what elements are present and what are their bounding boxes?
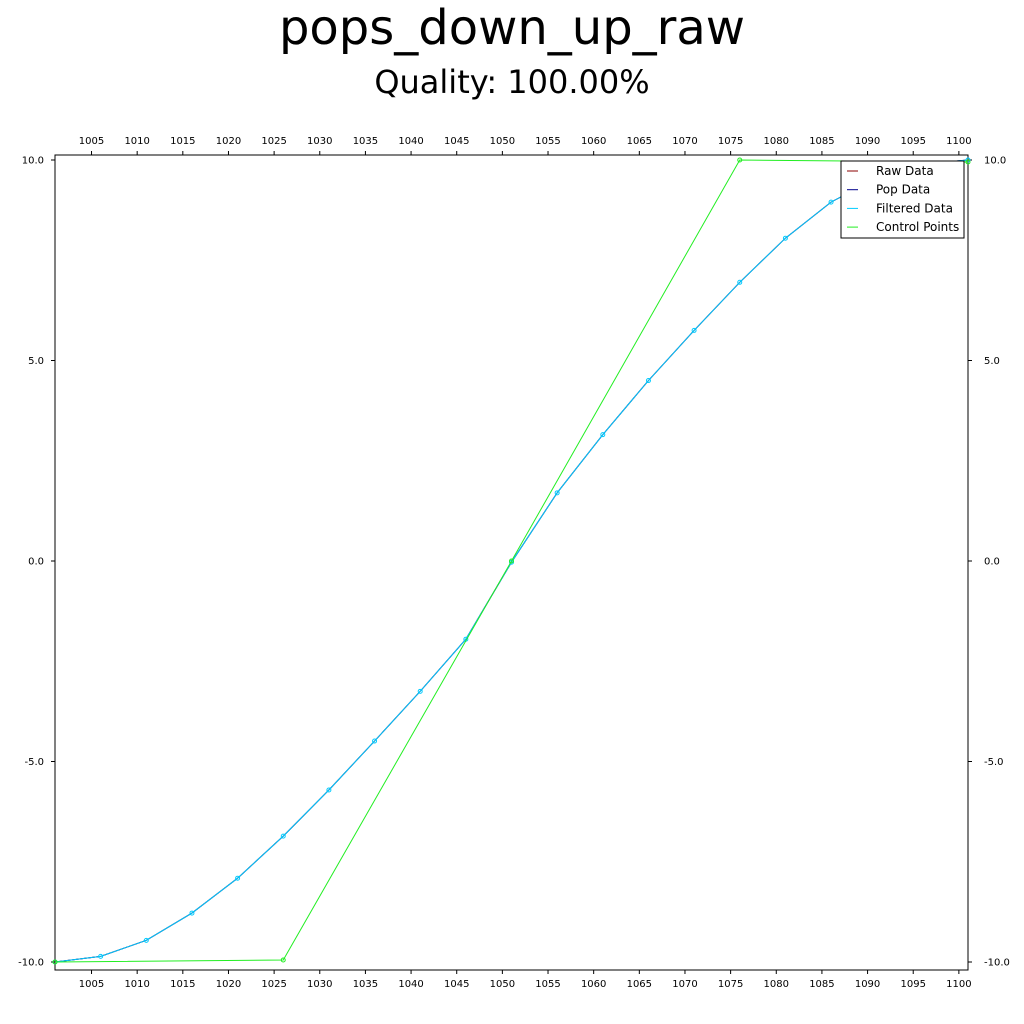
x-tick-label-top: 1070 <box>672 136 697 147</box>
plot-frame <box>54 154 969 971</box>
data-point-filtered-data <box>98 953 104 959</box>
data-point-control-points <box>965 159 971 165</box>
x-tick-label-top: 1080 <box>764 136 789 147</box>
x-tick-label-bottom: 1085 <box>809 979 834 990</box>
x-tick-label-top: 1100 <box>946 136 971 147</box>
x-tick-label-bottom: 1010 <box>124 979 149 990</box>
data-point-filtered-data <box>737 279 743 285</box>
x-tick-label-top: 1055 <box>535 136 560 147</box>
data-point-filtered-data <box>143 937 149 943</box>
legend-label: Filtered Data <box>876 201 953 215</box>
data-point-filtered-data <box>554 490 560 496</box>
x-tick-label-bottom: 1100 <box>946 979 971 990</box>
y-tick-label-right: -10.0 <box>984 958 1010 969</box>
data-point-filtered-data <box>691 327 697 333</box>
x-tick-label-bottom: 1005 <box>79 979 104 990</box>
x-tick-label-top: 1065 <box>627 136 652 147</box>
data-point-control-points <box>737 157 743 163</box>
legend-label: Pop Data <box>876 183 930 197</box>
x-tick-label-bottom: 1060 <box>581 979 606 990</box>
x-tick-label-top: 1040 <box>398 136 423 147</box>
x-tick-label-bottom: 1045 <box>444 979 469 990</box>
legend-box <box>840 160 965 239</box>
data-point-control-points <box>280 957 286 963</box>
x-tick-label-bottom: 1050 <box>490 979 515 990</box>
chart-subtitle: Quality: 100.00% <box>374 63 650 101</box>
data-point-filtered-data <box>600 432 606 438</box>
x-tick-label-bottom: 1080 <box>764 979 789 990</box>
data-point-control-points <box>52 959 58 965</box>
y-tick-label-left: -5.0 <box>24 757 44 768</box>
data-point-filtered-data <box>645 378 651 384</box>
x-tick-label-top: 1090 <box>855 136 880 147</box>
data-point-filtered-data <box>372 738 378 744</box>
x-tick-label-top: 1010 <box>124 136 149 147</box>
x-tick-label-top: 1015 <box>170 136 195 147</box>
x-tick-label-bottom: 1025 <box>261 979 286 990</box>
x-tick-label-top: 1095 <box>900 136 925 147</box>
chart-title: pops_down_up_raw <box>278 0 746 56</box>
legend-label: Raw Data <box>876 164 934 178</box>
x-tick-label-bottom: 1035 <box>353 979 378 990</box>
y-tick-label-left: 10.0 <box>22 156 44 167</box>
x-tick-label-top: 1075 <box>718 136 743 147</box>
x-tick-label-bottom: 1070 <box>672 979 697 990</box>
y-tick-label-right: 5.0 <box>984 356 1000 367</box>
data-point-filtered-data <box>828 199 834 205</box>
data-point-filtered-data <box>326 787 332 793</box>
data-point-filtered-data <box>280 833 286 839</box>
data-point-filtered-data <box>189 910 195 916</box>
x-tick-label-bottom: 1015 <box>170 979 195 990</box>
x-tick-label-top: 1035 <box>353 136 378 147</box>
x-tick-label-top: 1025 <box>261 136 286 147</box>
series-control-points <box>52 157 971 965</box>
series-line-control-points <box>54 159 969 963</box>
y-tick-label-left: 5.0 <box>28 356 44 367</box>
series-line-filtered-data <box>54 159 969 963</box>
x-tick-label-top: 1030 <box>307 136 332 147</box>
x-tick-label-bottom: 1075 <box>718 979 743 990</box>
series-layer <box>52 157 971 965</box>
x-tick-label-bottom: 1055 <box>535 979 560 990</box>
x-tick-label-top: 1020 <box>216 136 241 147</box>
x-tick-label-bottom: 1040 <box>398 979 423 990</box>
x-tick-label-bottom: 1020 <box>216 979 241 990</box>
legend: Raw Data Pop Data Filtered Data Control Poi… <box>840 160 965 239</box>
x-tick-label-bottom: 1095 <box>900 979 925 990</box>
x-tick-label-bottom: 1090 <box>855 979 880 990</box>
x-tick-label-bottom: 1065 <box>627 979 652 990</box>
y-tick-label-left: -10.0 <box>18 958 44 969</box>
y-tick-label-left: 0.0 <box>28 557 44 568</box>
x-tick-label-bottom: 1030 <box>307 979 332 990</box>
axis-ticks: 1005 1005 1010 1010 1015 1015 1020 1020 1025 1025… <box>18 136 1010 990</box>
y-tick-label-right: 10.0 <box>984 156 1006 167</box>
legend-label: Control Points <box>876 220 959 234</box>
data-point-filtered-data <box>782 235 788 241</box>
x-tick-label-top: 1060 <box>581 136 606 147</box>
data-point-control-points <box>509 558 514 564</box>
data-point-filtered-data <box>235 875 241 881</box>
y-tick-label-right: -5.0 <box>984 757 1004 768</box>
y-tick-label-right: 0.0 <box>984 557 1000 568</box>
data-point-filtered-data <box>417 688 423 694</box>
x-tick-label-top: 1085 <box>809 136 834 147</box>
x-tick-label-top: 1050 <box>490 136 515 147</box>
x-tick-label-top: 1045 <box>444 136 469 147</box>
x-tick-label-top: 1005 <box>79 136 104 147</box>
